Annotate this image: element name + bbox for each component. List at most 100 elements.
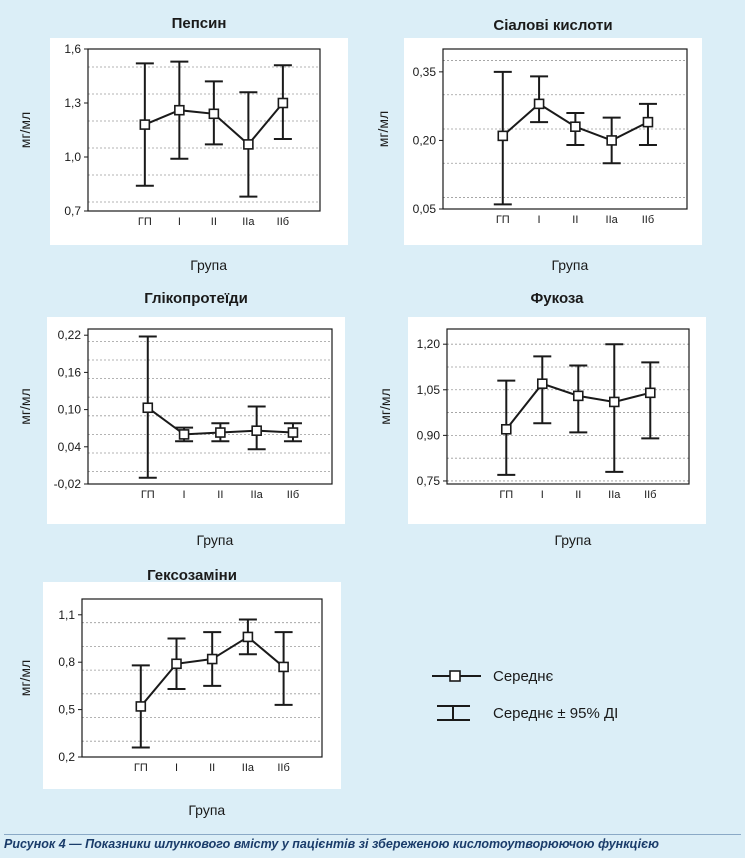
- x-tick-label: I: [178, 216, 181, 228]
- x-tick-label: ГП: [496, 214, 510, 226]
- x-tick-label: II: [217, 489, 223, 501]
- x-tick-label: IIa: [251, 489, 264, 501]
- mean-point: [135, 701, 147, 712]
- plot-frame: [446, 328, 690, 485]
- mean-point: [215, 427, 226, 438]
- chart-title: Гексозаміни: [147, 567, 237, 584]
- y-tick-label: 0,8: [58, 655, 75, 669]
- y-axis-label: мг/мл: [17, 112, 33, 148]
- y-axis-label: мг/мл: [375, 111, 391, 147]
- x-tick-label: ГП: [141, 489, 155, 501]
- mean-point: [206, 653, 218, 665]
- grid-lines: [88, 340, 332, 473]
- x-tick-label: II: [572, 214, 578, 226]
- y-tick-label: 0,04: [58, 440, 82, 454]
- grid-lines: [447, 343, 689, 482]
- y-tick-label: -0,02: [54, 477, 82, 491]
- mean-point: [642, 116, 654, 128]
- mean-point: [139, 119, 151, 130]
- y-tick-label: 0,90: [417, 428, 441, 442]
- legend-mean-marker: [449, 670, 461, 682]
- x-tick-label: IIa: [242, 216, 255, 228]
- mean-point: [500, 423, 512, 435]
- chart-title: Сіалові кислоти: [493, 17, 612, 34]
- chart-title: Пепсин: [172, 15, 227, 32]
- y-axis-label: мг/мл: [17, 388, 33, 424]
- x-axis-label: Група: [196, 532, 233, 548]
- mean-point: [277, 97, 289, 109]
- panel-background: [408, 317, 706, 524]
- mean-point: [242, 631, 254, 643]
- plot-frame: [87, 48, 321, 212]
- x-axis-label: Група: [188, 802, 225, 818]
- x-tick-label: II: [575, 489, 581, 501]
- mean-point: [174, 104, 185, 116]
- x-axis-label: Група: [554, 532, 591, 548]
- y-tick-label: 0,35: [413, 65, 437, 79]
- y-tick-label: 1,20: [417, 337, 441, 351]
- y-tick-label: 0,10: [58, 403, 82, 417]
- x-tick-label: I: [541, 489, 544, 501]
- x-tick-label: I: [183, 489, 186, 501]
- x-tick-label: II: [211, 216, 217, 228]
- mean-point: [142, 402, 154, 414]
- x-tick-label: I: [538, 214, 541, 226]
- panel-background: [404, 38, 702, 245]
- panel-background: [50, 38, 348, 245]
- y-tick-label: 1,3: [64, 96, 81, 110]
- mean-point: [572, 390, 584, 402]
- chart-panel-3: Глікопротеїди Група мг/мл -0,02 0,04 0,10 0,16…: [17, 290, 345, 548]
- plot-frame: [81, 598, 323, 758]
- x-tick-label: ГП: [134, 762, 148, 774]
- y-axis-label: мг/мл: [17, 660, 33, 696]
- y-tick-label: 0,2: [58, 750, 75, 764]
- legend: Середнє Середнє ± 95% ДІ: [432, 668, 618, 722]
- mean-point: [208, 108, 220, 120]
- y-tick-label: 1,05: [417, 383, 441, 397]
- y-tick-label: 0,7: [64, 204, 81, 218]
- plot-frame: [442, 48, 688, 210]
- y-tick-label: 1,6: [64, 42, 81, 56]
- y-tick-label: 1,0: [64, 150, 81, 164]
- y-tick-label: 0,05: [413, 202, 437, 216]
- x-axis-label: Група: [551, 257, 588, 273]
- legend-ci-label: Середнє ± 95% ДІ: [493, 705, 618, 722]
- x-tick-label: I: [175, 762, 178, 774]
- chart-title: Глікопротеїди: [144, 290, 248, 307]
- mean-point: [243, 139, 254, 150]
- y-axis-label: мг/мл: [377, 388, 393, 424]
- y-tick-label: 0,5: [58, 703, 75, 717]
- x-tick-label: IIб: [287, 489, 299, 501]
- panel-background: [43, 582, 341, 789]
- mean-point: [278, 661, 289, 673]
- mean-point: [570, 121, 581, 133]
- mean-point: [536, 378, 548, 390]
- x-tick-label: IIб: [644, 489, 656, 501]
- x-tick-label: IIб: [277, 762, 289, 774]
- x-tick-label: ГП: [499, 489, 513, 501]
- x-axis-label: Група: [190, 257, 227, 273]
- x-tick-label: IIa: [608, 489, 621, 501]
- mean-point: [178, 429, 190, 440]
- mean-point: [287, 427, 299, 438]
- x-tick-label: IIб: [642, 214, 654, 226]
- x-tick-label: IIa: [606, 214, 619, 226]
- x-tick-label: II: [209, 762, 215, 774]
- mean-point: [251, 425, 262, 436]
- y-tick-label: 1,1: [58, 608, 75, 622]
- panel-background: [47, 317, 345, 524]
- mean-point: [171, 658, 182, 670]
- figure-caption: Рисунок 4 — Показники шлункового вмісту …: [4, 837, 659, 851]
- x-tick-label: IIб: [277, 216, 289, 228]
- caption-divider: [4, 834, 741, 835]
- grid-lines: [88, 66, 320, 203]
- grid-lines: [443, 60, 687, 198]
- mean-point: [608, 396, 620, 408]
- plot-frame: [87, 328, 333, 485]
- chart-panel-2: Сіалові кислоти Група мг/мл 0,05 0,20 0,35 ГП I…: [375, 17, 702, 273]
